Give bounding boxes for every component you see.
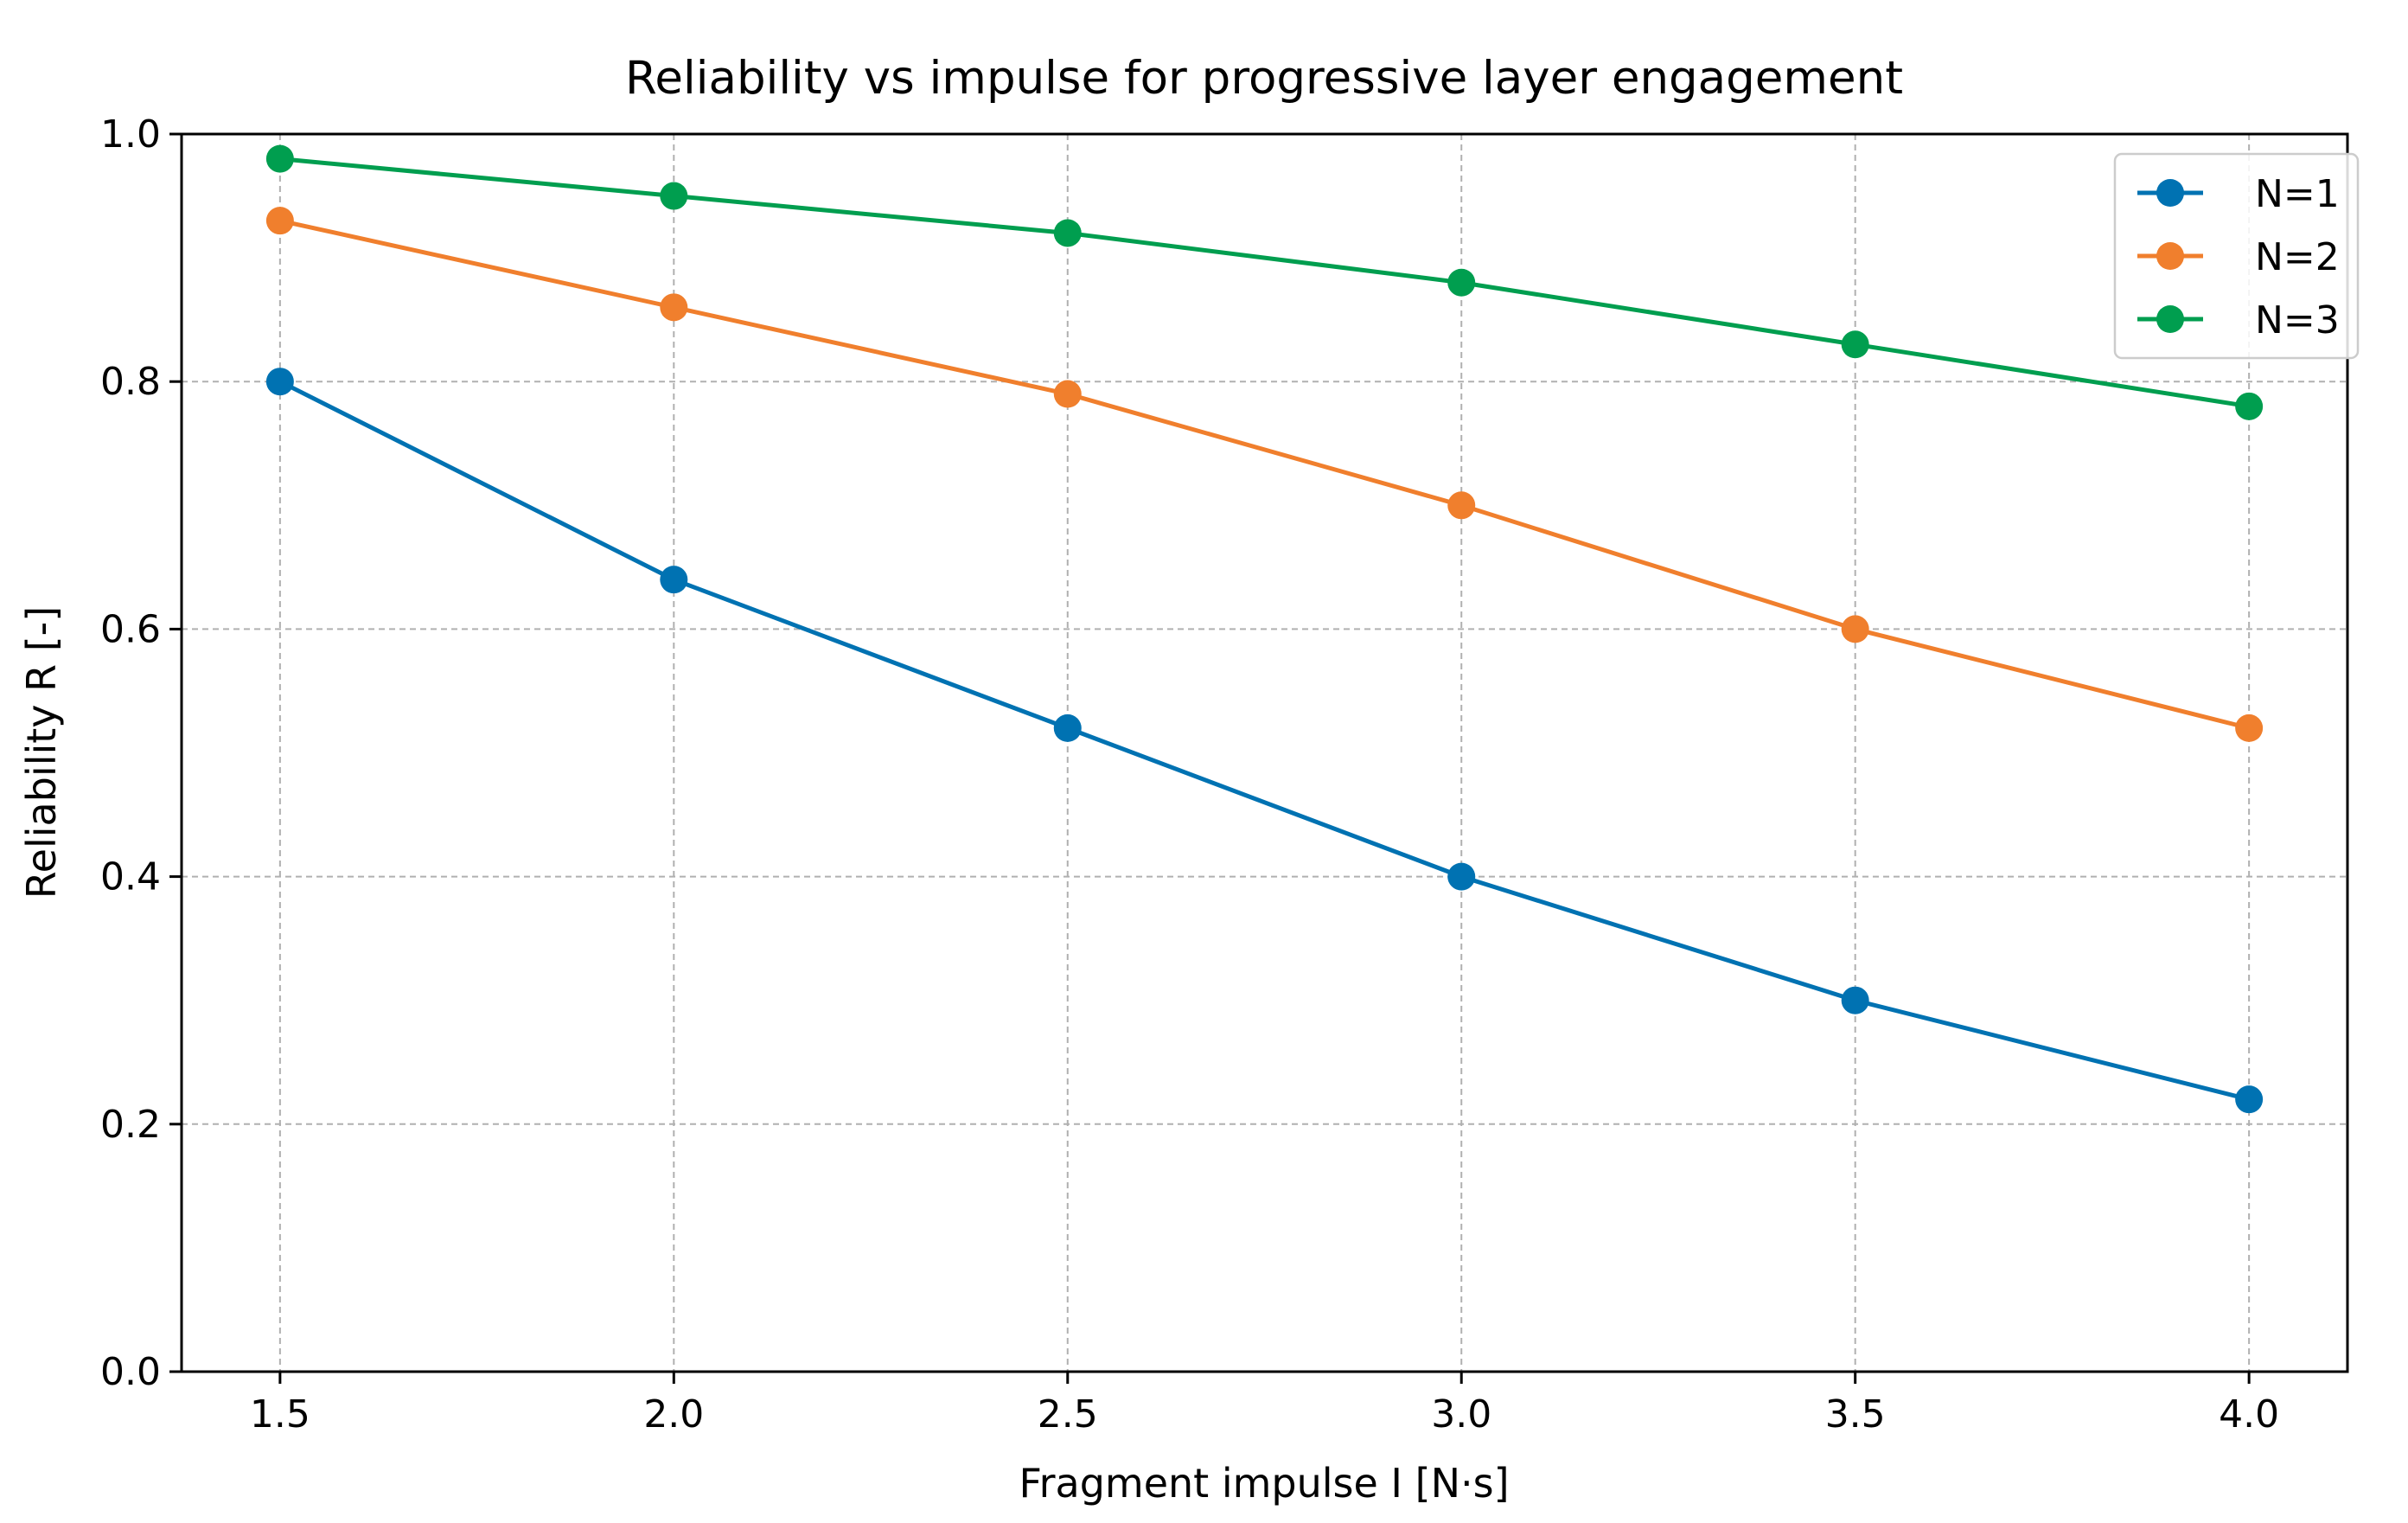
y-tick-label: 1.0 <box>100 112 161 157</box>
data-point <box>1841 615 1869 643</box>
data-point <box>1447 862 1476 891</box>
y-tick-label: 0.2 <box>100 1103 161 1147</box>
x-tick-label: 1.5 <box>250 1392 310 1437</box>
y-axis-label: Reliability R [-] <box>18 606 65 899</box>
data-point <box>1053 714 1082 742</box>
series-line <box>279 157 2250 409</box>
data-point <box>265 207 294 235</box>
series-n-1 <box>265 368 2264 1114</box>
legend-marker <box>2156 179 2184 207</box>
data-point <box>1841 986 1869 1014</box>
legend-marker <box>2156 242 2184 270</box>
data-point <box>265 368 294 396</box>
data-point <box>660 566 688 594</box>
data-point <box>1053 380 1082 408</box>
y-tick-label: 0.0 <box>100 1350 161 1394</box>
plot-area-frame <box>180 132 2349 1373</box>
axis-ticks: 1.5 2.0 2.5 3.0 3.5 4.0 0.0 0.2 0.4 0.6 0.8 1.0 <box>100 112 2279 1437</box>
series-n-3 <box>265 144 2264 420</box>
y-tick-label: 0.6 <box>100 607 161 651</box>
data-series <box>265 144 2264 1114</box>
chart-title: Reliability vs impulse for progressive l… <box>625 52 1903 105</box>
legend-label: N=1 <box>2255 172 2340 216</box>
y-tick-label: 0.4 <box>100 855 161 899</box>
x-axis-label: Fragment impulse I [N·s] <box>1019 1460 1509 1507</box>
series-line <box>279 218 2250 731</box>
series-n-2 <box>265 207 2264 742</box>
data-point <box>2235 1085 2264 1114</box>
data-point <box>660 293 688 322</box>
legend-item: N=3 <box>2137 298 2340 342</box>
data-point <box>1841 330 1869 359</box>
data-point <box>265 144 294 173</box>
grid-lines <box>182 134 2347 1372</box>
legend-marker <box>2156 305 2184 333</box>
x-tick-label: 2.0 <box>643 1392 704 1437</box>
x-tick-label: 3.5 <box>1825 1392 1886 1437</box>
series-line <box>278 379 2250 1102</box>
legend-item: N=1 <box>2137 172 2340 216</box>
data-point <box>1447 268 1476 297</box>
data-point <box>2235 714 2264 742</box>
data-point <box>2235 392 2264 420</box>
data-point <box>1053 219 1082 247</box>
legend-item: N=2 <box>2137 235 2340 279</box>
legend-label: N=2 <box>2255 235 2340 279</box>
data-point <box>660 182 688 210</box>
y-tick-label: 0.8 <box>100 360 161 404</box>
x-tick-label: 4.0 <box>2219 1392 2279 1437</box>
x-tick-label: 2.5 <box>1038 1392 1098 1437</box>
data-point <box>1447 491 1476 520</box>
x-tick-label: 3.0 <box>1431 1392 1491 1437</box>
legend-label: N=3 <box>2255 298 2340 342</box>
legend: N=1 N=2 N=3 <box>2113 152 2360 360</box>
